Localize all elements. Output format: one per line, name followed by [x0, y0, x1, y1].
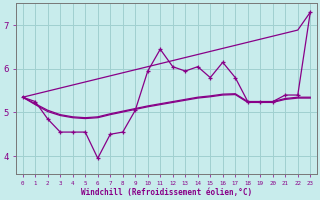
X-axis label: Windchill (Refroidissement éolien,°C): Windchill (Refroidissement éolien,°C)	[81, 188, 252, 197]
